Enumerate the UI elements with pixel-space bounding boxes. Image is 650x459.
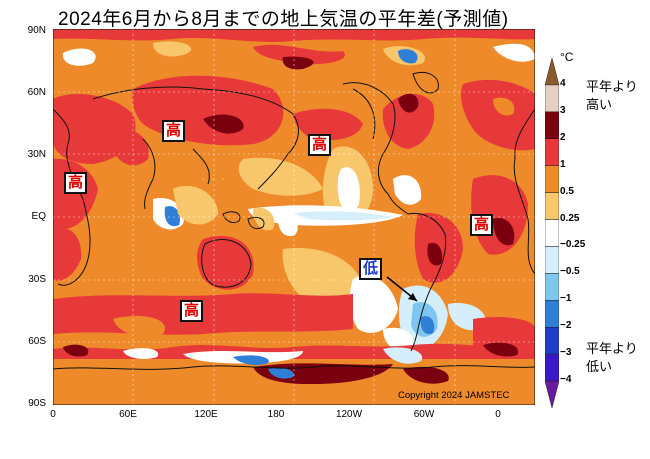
colorbar-unit: °C [560, 50, 574, 64]
colorbar-segment [545, 326, 559, 355]
map-title: 2024年6月から8月までの地上気温の平年差(予測値) [58, 9, 509, 30]
lat-label-60s: 60S [28, 336, 46, 347]
colorbar-segment [545, 353, 559, 382]
colorbar-segment [545, 380, 559, 408]
lon-label-60e: 60E [119, 409, 137, 420]
colorbar-tick-label: 3 [560, 104, 566, 116]
lat-label-90n: 90N [27, 25, 46, 36]
high-annotation-africa: 高 [64, 172, 88, 194]
lon-label-180: 180 [267, 409, 285, 420]
colorbar-segment [545, 84, 559, 113]
colorbar-tick-label: −1 [560, 293, 572, 305]
lat-label-30n: 30N [27, 149, 46, 160]
colorbar-tick-label: 1 [560, 158, 566, 170]
colorbar-tick-label: 4 [560, 77, 566, 89]
colorbar-tick-label: −0.25 [560, 239, 586, 251]
colorbar-segment [545, 273, 559, 301]
colorbar-tick-label: 0.25 [560, 212, 580, 224]
lon-label-0-right: 0 [495, 409, 501, 420]
high-annotation-north-pacific: 高 [308, 134, 332, 156]
colorbar-tick-label: 0.5 [560, 185, 574, 197]
lat-label-eq: EQ [31, 211, 46, 222]
lon-label-120e: 120E [194, 409, 218, 420]
colorbar-segment [545, 138, 559, 166]
lon-label-120w: 120W [335, 409, 363, 420]
low-arrowhead [408, 293, 417, 301]
colorbar-segment [545, 192, 559, 220]
lat-label-30s: 30S [28, 274, 46, 285]
colorbar-low-text: 平年より 低い [586, 341, 638, 374]
low-annotation-south-america: 低 [359, 258, 383, 280]
colorbar-tick-label: −4 [560, 374, 572, 386]
colorbar-segment [545, 111, 559, 140]
lon-label-60w: 60W [413, 409, 435, 420]
lat-label-90s: 90S [28, 398, 46, 409]
colorbar-segment [545, 300, 559, 328]
colorbar-segment [545, 165, 559, 193]
colorbar-tick-label: −3 [560, 347, 572, 359]
colorbar-segment [545, 58, 559, 86]
lat-label-60n: 60N [27, 87, 46, 98]
colorbar-tick-label: −0.5 [560, 266, 580, 278]
colorbar-segment [545, 219, 559, 247]
high-annotation-asia: 高 [162, 120, 186, 142]
colorbar-tick-label: −2 [560, 320, 572, 332]
high-annotation-australia: 高 [180, 300, 204, 322]
colorbar-high-text: 平年より 高い [586, 79, 638, 112]
lon-label-0: 0 [50, 409, 56, 420]
colorbar-tick-label: 2 [560, 131, 566, 143]
copyright-text: Copyright 2024 JAMSTEC [398, 390, 510, 401]
colorbar-segment [545, 246, 559, 274]
temperature-anomaly-map [53, 29, 535, 405]
high-annotation-atlantic: 高 [470, 214, 494, 236]
colorbar [545, 58, 559, 408]
